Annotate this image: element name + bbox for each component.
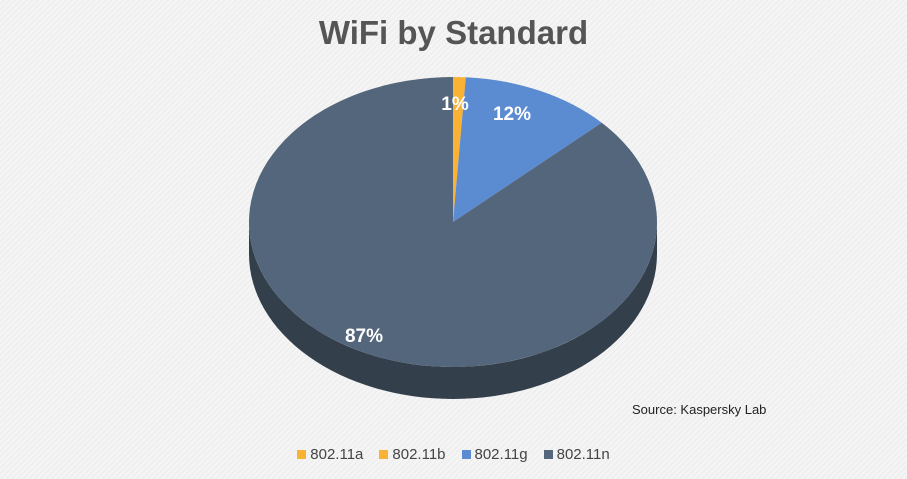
legend-swatch [379, 450, 389, 459]
legend: 802.11a 802.11b 802.11g 802.11n [0, 446, 907, 463]
chart-title: WiFi by Standard [318, 14, 589, 51]
source-annotation: Source: Kaspersky Lab [632, 402, 767, 417]
legend-item: 802.11b [379, 446, 446, 463]
legend-label: 802.11b [392, 446, 446, 463]
legend-label: 802.11n [556, 446, 610, 463]
pie-slice-802.11g [453, 77, 602, 222]
data-label-802.11n: 87% [345, 326, 383, 347]
legend-item: 802.11n [543, 446, 610, 463]
legend-label: 802.11a [310, 446, 364, 463]
legend-label: 802.11g [474, 446, 528, 463]
legend-swatch [461, 450, 471, 459]
legend-item: 802.11g [461, 446, 528, 463]
data-label-802.11g: 12% [493, 104, 531, 125]
pie-slice-802.11b [453, 77, 466, 222]
pie-slice-802.11n [248, 77, 657, 368]
legend-item: 802.11a [297, 446, 363, 463]
legend-swatch [543, 450, 553, 459]
pie-side-802.11n [249, 222, 657, 399]
data-label-802.11b: 1% [441, 94, 469, 115]
legend-swatch [297, 450, 307, 459]
